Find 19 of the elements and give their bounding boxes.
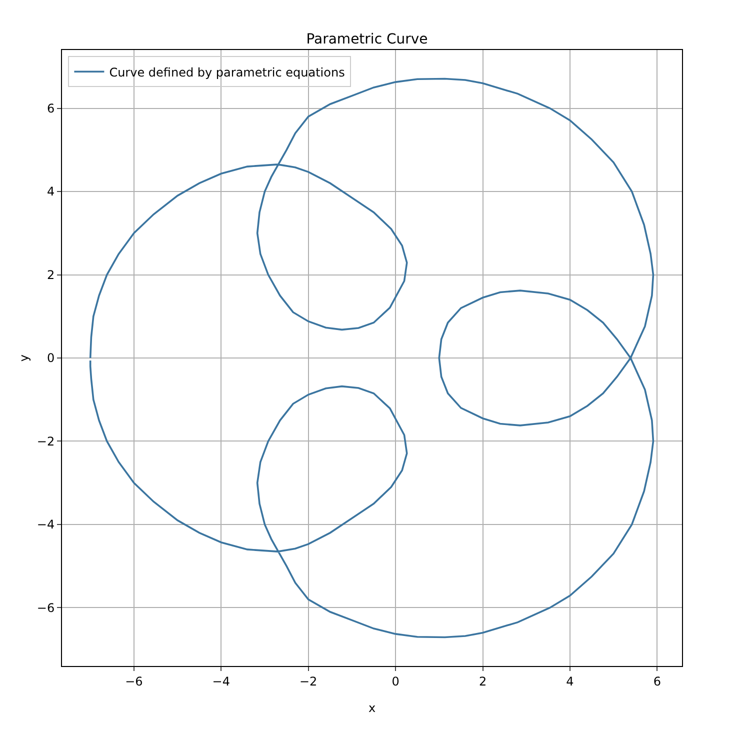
x-tick-label: −4	[212, 674, 230, 688]
y-tick-label: 4	[46, 184, 55, 199]
x-axis-title: x	[368, 701, 376, 715]
y-tick-label: 6	[46, 101, 55, 116]
y-tick-label: −6	[36, 600, 55, 615]
x-tick-label: −6	[125, 674, 143, 688]
x-tick-label: 0	[392, 674, 400, 688]
legend-label: Curve defined by parametric equations	[109, 65, 345, 80]
x-tick-label: −2	[299, 674, 318, 688]
line-series	[89, 78, 654, 638]
x-tick-label: 4	[566, 674, 574, 688]
y-tick-label: 0	[46, 351, 55, 366]
y-tick-label: −4	[36, 518, 55, 532]
y-axis-title: y	[17, 354, 31, 362]
y-tick-label: −2	[36, 434, 55, 448]
y-tick-label: 2	[46, 268, 55, 282]
x-tick-label: 2	[478, 674, 487, 688]
x-tick-label: 6	[653, 674, 661, 688]
chart-title: Parametric Curve	[306, 31, 428, 48]
